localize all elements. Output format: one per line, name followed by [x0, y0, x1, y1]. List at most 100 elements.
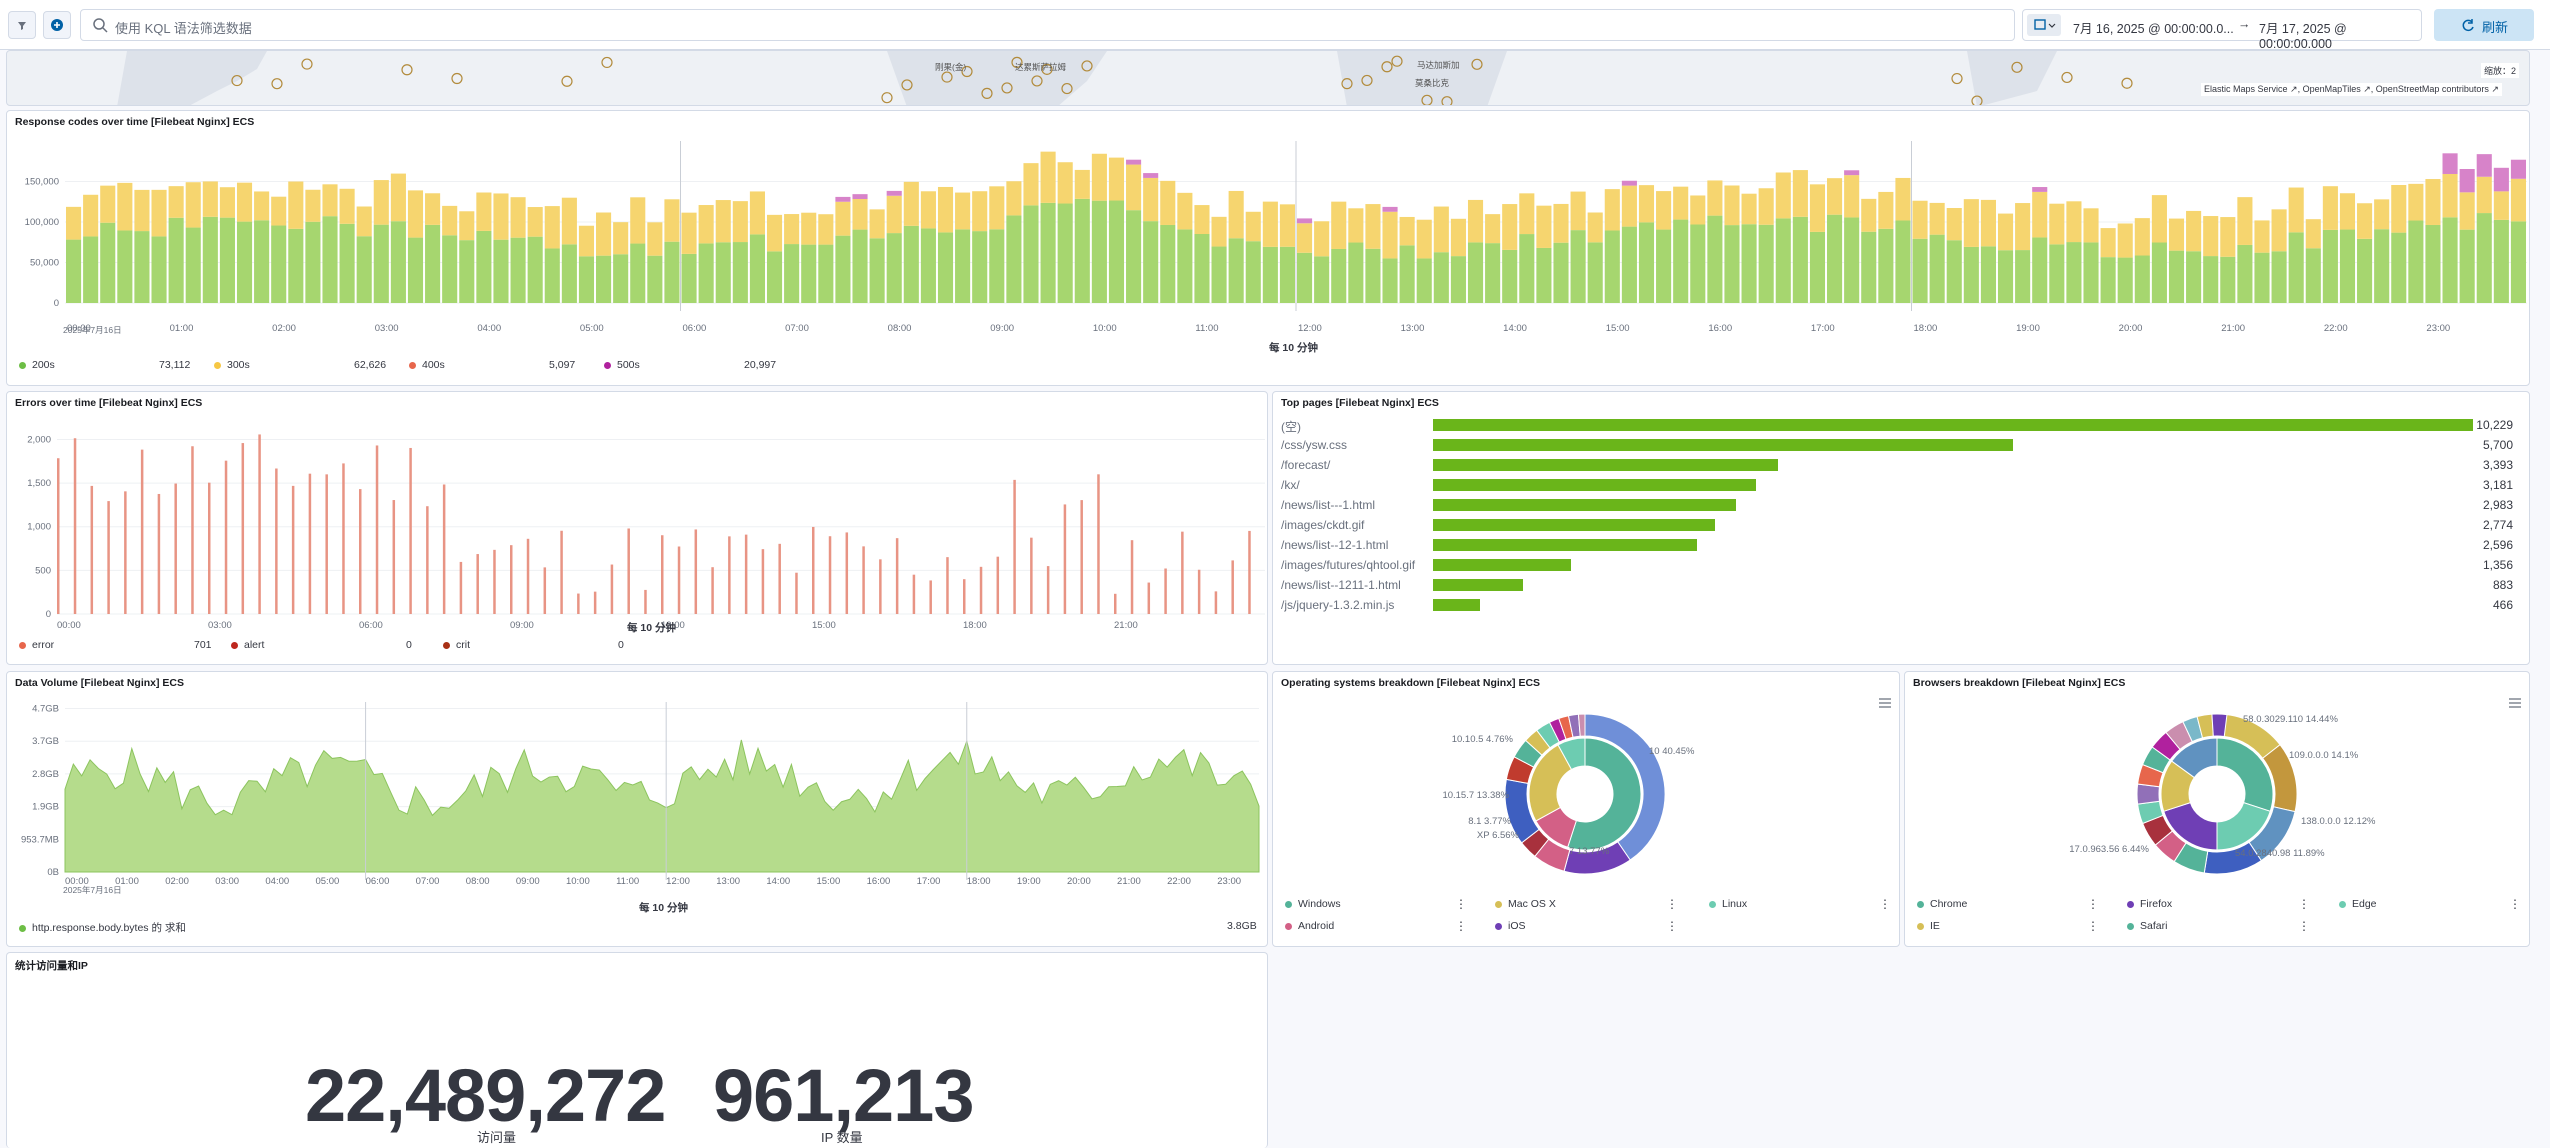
legend-item-ios[interactable]: iOS [1495, 920, 1526, 932]
map-point [1471, 58, 1483, 70]
legend-item-android[interactable]: Android [1285, 920, 1334, 932]
top-page-bar[interactable] [1433, 599, 1481, 611]
x-tick-label: 00:00 [57, 620, 81, 631]
bar-200s [1177, 229, 1193, 303]
top-page-label[interactable]: /kx/ [1281, 478, 1300, 492]
refresh-button[interactable]: 刷新 [2434, 9, 2534, 41]
error-bar [1046, 566, 1050, 614]
error-bar [224, 460, 228, 614]
bar-300s [1621, 185, 1637, 227]
top-page-bar[interactable] [1433, 519, 1716, 531]
bar-200s [2186, 251, 2202, 303]
bar-200s [1604, 230, 1620, 303]
legend-menu-icon[interactable]: ⋮ [1879, 897, 1891, 911]
top-page-label[interactable]: /news/list--12-1.html [1281, 538, 1389, 552]
map-attribution[interactable]: Elastic Maps Service ↗, OpenMapTiles ↗, … [2201, 83, 2502, 96]
error-bar [124, 491, 127, 614]
errors-chart[interactable]: 0 500 1,000 1,500 2,000 00:00 03:00 06:00 09:00 1… [7, 412, 1269, 642]
add-filter-button[interactable] [43, 11, 71, 39]
list-icon[interactable] [1877, 696, 1893, 710]
bar-300s [2203, 216, 2219, 257]
bar-300s [1040, 151, 1056, 203]
top-page-label[interactable]: /news/list--1211-1.html [1281, 578, 1401, 592]
bar-300s [425, 193, 441, 225]
top-page-bar[interactable] [1433, 419, 2473, 431]
legend-item-macos[interactable]: Mac OS X [1495, 898, 1556, 910]
legend-item-400s[interactable]: 400s 5,097 [409, 359, 575, 371]
error-bar [1197, 569, 1201, 614]
legend-item-error[interactable]: error 701 [19, 639, 212, 651]
top-page-bar[interactable] [1433, 559, 1571, 571]
x-tick-label: 19:00 [1017, 876, 1041, 887]
bar-300s [1399, 216, 1415, 246]
bar-300s [134, 189, 150, 232]
top-page-bar[interactable] [1433, 499, 1737, 511]
data-volume-chart[interactable]: 0B 953.7MB 1.9GB 2.8GB 3.7GB 4.7GB 00:00 01:00 0… [7, 692, 1269, 922]
date-quick-menu-button[interactable] [2027, 14, 2061, 36]
bar-200s [1057, 203, 1073, 303]
legend-item-ie[interactable]: IE [1917, 920, 1940, 932]
x-tick-label: 04:00 [265, 876, 289, 887]
top-page-label[interactable]: /images/futures/qhtool.gif [1281, 558, 1416, 572]
bar-200s [1707, 215, 1723, 303]
legend-item-300s[interactable]: 300s 62,626 [214, 359, 386, 371]
map-panel[interactable]: 缩放：2 Elastic Maps Service ↗, OpenMapTile… [6, 50, 2530, 106]
bar-500s [1382, 206, 1398, 212]
top-page-label[interactable]: (空) [1281, 420, 1301, 434]
legend-item-bytes[interactable]: http.response.body.bytes 的 求和 [19, 920, 186, 935]
date-start[interactable]: 7月 16, 2025 @ 00:00:00.0... [2073, 22, 2234, 36]
bar-200s [1467, 242, 1484, 303]
bar-200s [1690, 224, 1706, 303]
top-page-label[interactable]: /news/list---1.html [1281, 498, 1376, 512]
top-page-bar[interactable] [1433, 459, 1778, 471]
x-tick-label: 22:00 [1167, 876, 1191, 887]
top-page-bar[interactable] [1433, 439, 2013, 451]
legend-item-edge[interactable]: Edge [2339, 898, 2377, 910]
legend-item-crit[interactable]: crit 0 [443, 639, 624, 651]
bar-200s [2459, 229, 2475, 303]
error-bar [929, 580, 932, 614]
response-codes-chart[interactable]: 0 50,000 100,000 150,000 00:00 01:00 02:00 03:0… [7, 131, 2531, 381]
legend-menu-icon[interactable]: ⋮ [1455, 897, 1467, 911]
top-page-bar[interactable] [1433, 479, 1757, 491]
legend-item-firefox[interactable]: Firefox [2127, 898, 2172, 910]
date-picker[interactable]: 7月 16, 2025 @ 00:00:00.0... → 7月 17, 202… [2022, 9, 2422, 51]
bar-300s [2117, 223, 2133, 258]
legend-item-linux[interactable]: Linux [1709, 898, 1747, 910]
map-point [941, 71, 953, 83]
legend-menu-icon[interactable]: ⋮ [1666, 897, 1678, 911]
list-icon[interactable] [2507, 696, 2523, 710]
legend-menu-icon[interactable]: ⋮ [2298, 897, 2310, 911]
map-canvas[interactable] [7, 51, 2530, 106]
bar-500s [1844, 170, 1860, 176]
legend-menu-icon[interactable]: ⋮ [2087, 919, 2099, 933]
date-end[interactable]: 7月 17, 2025 @ 00:00:00.000 [2259, 22, 2347, 51]
top-page-bar[interactable] [1433, 539, 1697, 551]
legend-item-windows[interactable]: Windows [1285, 898, 1341, 910]
kql-search-input[interactable]: 使用 KQL 语法筛选数据 [80, 9, 2015, 41]
error-bar [73, 438, 77, 614]
os-donut-chart[interactable]: 10 40.45% 10.10.5 4.76% 10.15.7 13.38% 8.1 … [1273, 694, 1901, 904]
browser-donut-chart[interactable]: 58.0.3029.110 14.44% 109.0.0.0 14.1% 138.0… [1905, 694, 2531, 904]
filter-menu-button[interactable] [8, 11, 36, 39]
legend-menu-icon[interactable]: ⋮ [2509, 897, 2521, 911]
legend-item-chrome[interactable]: Chrome [1917, 898, 1967, 910]
x-tick-label: 21:00 [1117, 876, 1141, 887]
top-page-label[interactable]: /images/ckdt.gif [1281, 518, 1365, 532]
legend-menu-icon[interactable]: ⋮ [2087, 897, 2099, 911]
map-point [1421, 94, 1433, 105]
legend-item-alert[interactable]: alert 0 [231, 639, 412, 651]
legend-menu-icon[interactable]: ⋮ [2298, 919, 2310, 933]
top-page-label[interactable]: /css/ysw.css [1281, 438, 1348, 452]
legend-item-500s[interactable]: 500s 20,997 [604, 359, 776, 371]
slice-label: 10 40.45% [1649, 746, 1695, 757]
bar-200s [1126, 210, 1142, 303]
legend-item-safari[interactable]: Safari [2127, 920, 2167, 932]
legend-item-200s[interactable]: 200s 73,112 [19, 359, 190, 371]
top-page-label[interactable]: /js/jquery-1.3.2.min.js [1281, 598, 1395, 612]
top-page-label[interactable]: /forecast/ [1281, 458, 1331, 472]
legend-menu-icon[interactable]: ⋮ [1666, 919, 1678, 933]
top-page-bar[interactable] [1433, 579, 1523, 591]
bar-300s [1963, 199, 1979, 247]
legend-menu-icon[interactable]: ⋮ [1455, 919, 1467, 933]
